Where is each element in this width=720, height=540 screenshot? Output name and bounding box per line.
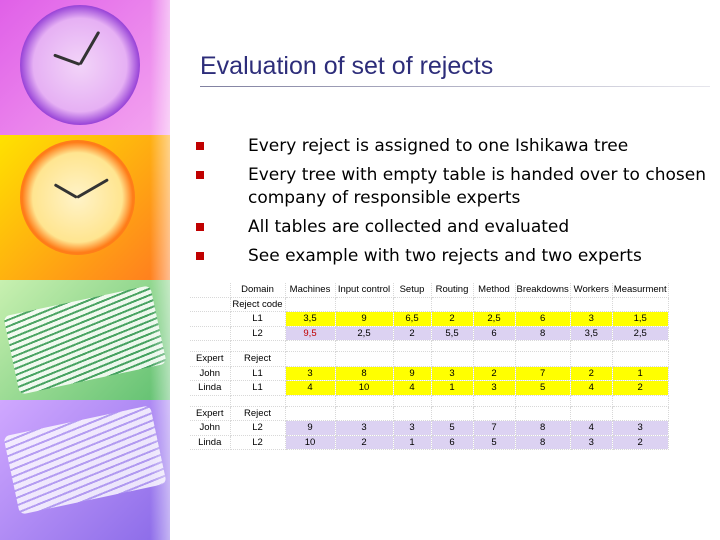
table-cell: 3	[570, 435, 613, 450]
square-bullet-icon	[196, 171, 204, 179]
expert-name: Linda	[190, 435, 231, 450]
expert-name: Linda	[190, 380, 231, 396]
table-cell: 2	[335, 435, 394, 450]
evaluation-table: Domain Machines Input control Setup Rout…	[190, 283, 669, 450]
expert-label: Expert	[190, 351, 231, 367]
table-cell: 8	[515, 435, 571, 450]
table-cell: 2	[612, 435, 669, 450]
table-cell: 4	[570, 380, 613, 396]
expert-row: Linda L2 10 2 1 6 5 8 3 2	[190, 435, 669, 450]
table-cell: 2,5	[612, 326, 669, 341]
domain-label: Domain	[230, 283, 286, 298]
clock-icon	[20, 140, 135, 255]
table-cell: 5	[473, 435, 516, 450]
bullet-item: See example with two rejects and two exp…	[196, 242, 706, 271]
reject-code: L2	[230, 420, 286, 436]
reject-code-label: Reject code	[230, 297, 286, 312]
table-cell: 3	[612, 420, 669, 436]
table-cell: 6,5	[393, 311, 432, 327]
column-header: Setup	[393, 283, 432, 298]
column-header: Machines	[285, 283, 336, 298]
summary-row: L1 3,5 9 6,5 2 2,5 6 3 1,5	[190, 311, 669, 327]
table-cell: 1	[612, 366, 669, 381]
expert-name: John	[190, 366, 231, 381]
decorative-side-panel	[0, 0, 190, 540]
table-cell: 9	[285, 420, 336, 436]
square-bullet-icon	[196, 142, 204, 150]
table-cell: 2	[570, 366, 613, 381]
expert-label: Expert	[190, 406, 231, 421]
table-cell: 1,5	[612, 311, 669, 327]
column-header: Measurment	[612, 283, 669, 298]
table-cell: 2	[612, 380, 669, 396]
table-cell: 3,5	[285, 311, 336, 327]
expert-row: John L1 3 8 9 3 2 7 2 1	[190, 366, 669, 381]
expert-row: John L2 9 3 3 5 7 8 4 3	[190, 420, 669, 436]
square-bullet-icon	[196, 223, 204, 231]
table-row: Reject code	[190, 297, 669, 312]
table-cell: 6	[515, 311, 571, 327]
table-cell: 10	[285, 435, 336, 450]
table-cell: 8	[515, 420, 571, 436]
table-row: Expert Reject	[190, 351, 669, 367]
table-cell: 9	[393, 366, 432, 381]
column-header: Routing	[431, 283, 474, 298]
table-cell: 8	[335, 366, 394, 381]
table-cell: 5	[515, 380, 571, 396]
table-cell: 3,5	[570, 326, 613, 341]
reject-label: Reject	[230, 406, 286, 421]
table-cell: 3	[335, 420, 394, 436]
table-cell: 10	[335, 380, 394, 396]
table-cell: 4	[570, 420, 613, 436]
table-cell: 4	[393, 380, 432, 396]
reject-code: L1	[230, 366, 286, 381]
title-divider	[200, 86, 710, 87]
table-cell: 6	[431, 435, 474, 450]
reject-code: L2	[230, 326, 286, 341]
column-header: Breakdowns	[515, 283, 571, 298]
table-cell: 2	[473, 366, 516, 381]
table-cell: 3	[570, 311, 613, 327]
clock-icon	[20, 5, 140, 125]
reject-code: L1	[230, 380, 286, 396]
table-cell: 3	[393, 420, 432, 436]
bullet-item: All tables are collected and evaluated	[196, 213, 706, 242]
table-cell: 7	[515, 366, 571, 381]
column-header: Input control	[335, 283, 394, 298]
table-cell: 5	[431, 420, 474, 436]
table-cell: 2,5	[335, 326, 394, 341]
bullet-item: Every reject is assigned to one Ishikawa…	[196, 132, 706, 161]
table-cell: 3	[431, 366, 474, 381]
table-cell: 9,5	[285, 326, 336, 341]
table-cell: 3	[473, 380, 516, 396]
expert-row: Linda L1 4 10 4 1 3 5 4 2	[190, 380, 669, 396]
bullet-item: Every tree with empty table is handed ov…	[196, 161, 706, 213]
table-cell: 1	[393, 435, 432, 450]
table-cell: 4	[285, 380, 336, 396]
bullet-list: Every reject is assigned to one Ishikawa…	[196, 132, 706, 271]
table-cell: 9	[335, 311, 394, 327]
table-cell: 2	[431, 311, 474, 327]
table-header-row: Domain Machines Input control Setup Rout…	[190, 283, 669, 298]
slide-title: Evaluation of set of rejects	[200, 52, 494, 80]
reject-code: L1	[230, 311, 286, 327]
reject-code: L2	[230, 435, 286, 450]
reject-label: Reject	[230, 351, 286, 367]
table-cell: 7	[473, 420, 516, 436]
table-cell: 5,5	[431, 326, 474, 341]
table-row: Expert Reject	[190, 406, 669, 421]
expert-name: John	[190, 420, 231, 436]
summary-row: L2 9,5 2,5 2 5,5 6 8 3,5 2,5	[190, 326, 669, 341]
panel-fade	[150, 0, 190, 540]
table-cell: 6	[473, 326, 516, 341]
column-header: Method	[473, 283, 516, 298]
table-cell: 1	[431, 380, 474, 396]
table-cell: 8	[515, 326, 571, 341]
table-cell: 2,5	[473, 311, 516, 327]
table-cell: 3	[285, 366, 336, 381]
column-header: Workers	[570, 283, 613, 298]
table-cell: 2	[393, 326, 432, 341]
square-bullet-icon	[196, 252, 204, 260]
